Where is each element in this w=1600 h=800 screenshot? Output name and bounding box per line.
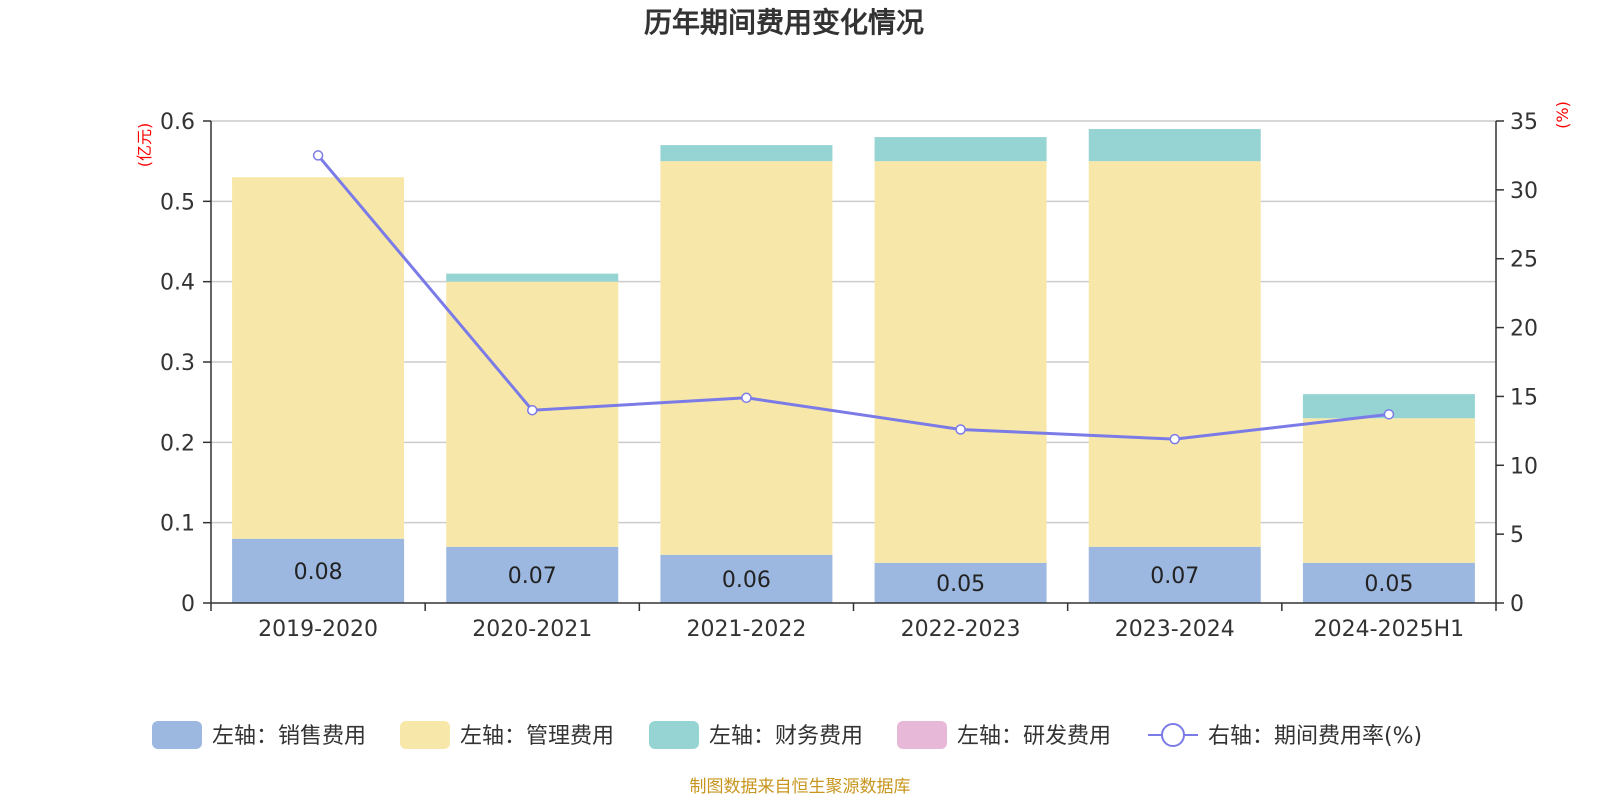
bar-segment <box>1088 161 1261 547</box>
left-tick-label: 0.3 <box>160 351 195 376</box>
x-tick-label: 2023-2024 <box>1115 617 1235 642</box>
x-tick-label: 2022-2023 <box>901 617 1021 642</box>
legend-label: 左轴：销售费用 <box>212 724 366 749</box>
left-tick-label: 0.4 <box>160 271 195 296</box>
bar-segment <box>232 538 405 603</box>
bar-segment <box>1302 418 1475 563</box>
legend-swatch <box>152 721 202 749</box>
left-tick-label: 0.1 <box>160 512 195 537</box>
x-tick-label: 2020-2021 <box>472 617 592 642</box>
bar-segment <box>660 161 833 555</box>
rate-point <box>741 392 752 404</box>
source-note: 制图数据来自恒生聚源数据库 <box>690 777 911 797</box>
x-tick-label: 2024-2025H1 <box>1314 617 1464 642</box>
bar-segment <box>874 161 1047 563</box>
bar-data-label: 0.07 <box>1150 564 1199 589</box>
rate-line-path <box>316 154 1390 441</box>
axes: 0 0.1 0.2 0.3 0.4 0.5 0.6 0 5 10 15 20 25 30 35 2019-20… <box>160 110 1538 642</box>
right-tick-label: 5 <box>1510 523 1524 548</box>
left-tick-label: 0 <box>181 592 195 617</box>
x-tick-label: 2019-2020 <box>258 617 378 642</box>
rate-point <box>312 150 324 161</box>
left-tick-label: 0.6 <box>160 110 195 135</box>
left-axis-unit: (亿元) <box>135 123 154 168</box>
right-tick-label: 20 <box>1510 317 1538 342</box>
legend-swatch <box>649 721 699 749</box>
bar-data-label: 0.07 <box>508 564 557 589</box>
right-tick-label: 25 <box>1510 248 1538 273</box>
legend-swatch <box>897 721 947 749</box>
right-tick-label: 30 <box>1510 179 1538 204</box>
legend-label: 左轴：财务费用 <box>709 724 863 749</box>
left-tick-label: 0.5 <box>160 190 195 215</box>
rate-point <box>1383 409 1395 420</box>
bar-segment <box>874 137 1047 162</box>
bar-segment <box>660 554 833 603</box>
bar-data-label: 0.05 <box>936 572 985 597</box>
bar-data-label: 0.06 <box>722 568 771 593</box>
bar-segment <box>446 273 619 282</box>
legend-marker <box>1161 723 1185 747</box>
legend-swatch <box>400 721 450 749</box>
bar-segment <box>446 546 619 603</box>
chart-title: 历年期间费用变化情况 <box>644 6 924 39</box>
legend-label: 左轴：研发费用 <box>957 724 1111 749</box>
rate-point <box>955 424 966 435</box>
bar-segment <box>660 145 833 162</box>
legend-label: 左轴：管理费用 <box>460 724 614 749</box>
bar-data-label: 0.08 <box>294 560 343 585</box>
right-tick-label: 10 <box>1510 454 1538 479</box>
right-tick-label: 35 <box>1510 110 1538 135</box>
bar-segment <box>1088 129 1261 162</box>
left-tick-label: 0.2 <box>160 431 195 456</box>
legend-label: 右轴：期间费用率(%) <box>1208 724 1422 749</box>
bar-data-label: 0.05 <box>1364 572 1413 597</box>
bars: 0.08 0.07 0.06 0.05 0.07 0.05 <box>232 129 1475 603</box>
right-tick-label: 0 <box>1510 592 1524 617</box>
bar-segment <box>232 177 405 539</box>
bar-segment <box>874 562 1047 603</box>
rate-point <box>527 404 538 416</box>
bar-segment <box>1088 546 1261 603</box>
right-axis-unit: (%) <box>1553 101 1572 129</box>
bar-segment <box>1302 562 1475 603</box>
rate-line <box>312 150 1395 445</box>
right-tick-label: 15 <box>1510 385 1538 410</box>
x-tick-label: 2021-2022 <box>686 617 806 642</box>
legend: 左轴：销售费用 左轴：管理费用 左轴：财务费用 左轴：研发费用 右轴：期间费用率(%) <box>152 721 1422 749</box>
rate-point <box>1169 433 1180 445</box>
